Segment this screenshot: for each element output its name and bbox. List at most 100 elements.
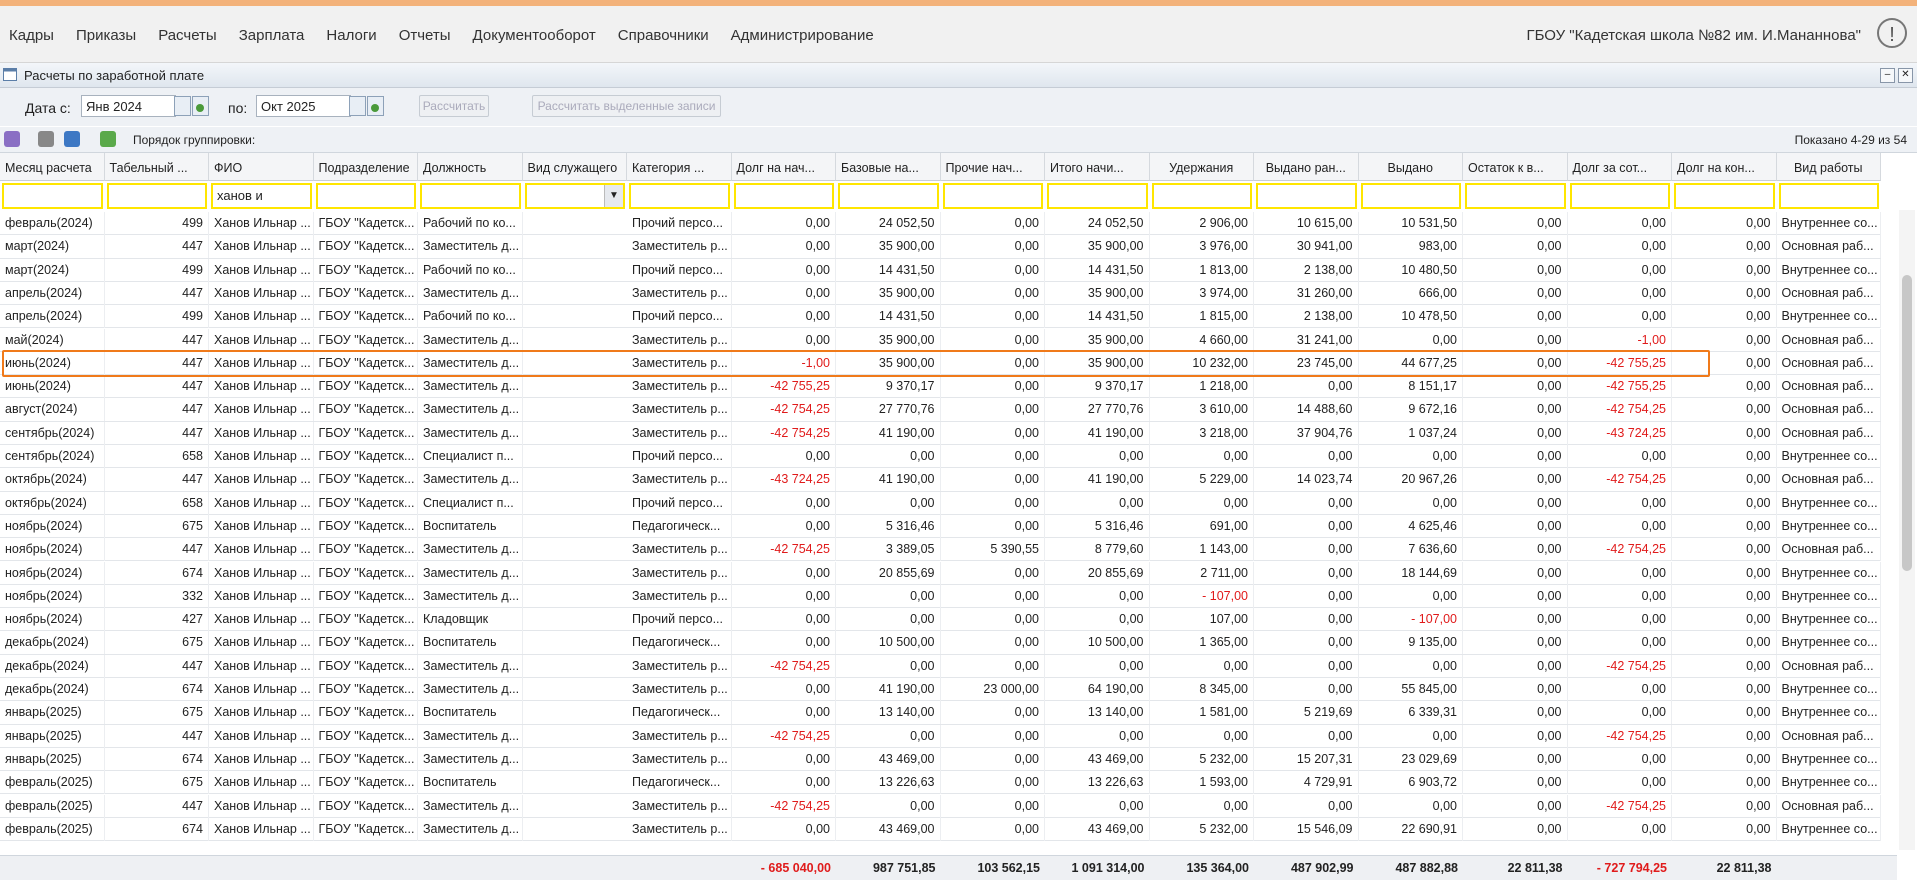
table-row[interactable]: октябрь(2024) 447 Ханов Ильнар ... ГБОУ "Ка… [0, 468, 1881, 492]
column-header[interactable]: Выдано [1358, 153, 1463, 181]
column-filter[interactable] [629, 183, 730, 209]
column-filter[interactable]: ханов и [211, 183, 312, 209]
total-value: 22 811,38 [1507, 861, 1563, 875]
table-row[interactable]: декабрь(2024) 674 Ханов Ильнар ... ГБОУ "Ка… [0, 678, 1881, 702]
table-row[interactable]: январь(2025) 447 Ханов Ильнар ... ГБОУ "Кад… [0, 724, 1881, 748]
table-row[interactable]: июнь(2024) 447 Ханов Ильнар ... ГБОУ "Кадет… [0, 351, 1881, 376]
table-row[interactable]: май(2024) 447 Ханов Ильнар ... ГБОУ "Кадетс… [0, 328, 1881, 352]
column-filter[interactable] [2, 183, 103, 209]
calc-button[interactable]: Рассчитать [419, 95, 489, 117]
table-cell: 22 690,91 [1359, 817, 1463, 841]
menu-item[interactable]: Администрирование [730, 27, 874, 44]
column-filter[interactable] [106, 183, 207, 209]
table-row[interactable]: февраль(2025) 674 Ханов Ильнар ... ГБОУ "Ка… [0, 817, 1881, 842]
date-from-input[interactable]: Янв 2024 [81, 95, 176, 117]
column-header[interactable]: Должность [418, 153, 523, 181]
minimize-button[interactable]: – [1880, 68, 1895, 83]
table-row[interactable]: ноябрь(2024) 332 Ханов Ильнар ... ГБОУ "Кад… [0, 584, 1881, 609]
column-header[interactable]: ФИО [209, 153, 314, 181]
table-row[interactable]: март(2024) 499 Ханов Ильнар ... ГБОУ "Кадет… [0, 258, 1881, 282]
table-cell: 6 903,72 [1359, 771, 1463, 795]
close-button[interactable]: ✕ [1898, 68, 1913, 83]
table-row[interactable]: ноябрь(2024) 675 Ханов Ильнар ... ГБОУ "Кад… [0, 514, 1881, 539]
column-filter[interactable] [1151, 183, 1252, 209]
menu-item[interactable]: Документооборот [472, 27, 596, 44]
date-to-pickers[interactable] [349, 96, 385, 116]
column-filter[interactable] [1569, 183, 1670, 209]
table-row[interactable]: ноябрь(2024) 427 Ханов Ильнар ... ГБОУ "Кад… [0, 608, 1881, 632]
table-row[interactable]: февраль(2025) 675 Ханов Ильнар ... ГБОУ "Ка… [0, 771, 1881, 795]
table-cell: Заместитель р... [627, 561, 732, 585]
menu-item[interactable]: Налоги [326, 27, 377, 44]
column-filter[interactable] [420, 183, 521, 209]
column-header[interactable]: Итого начи... [1045, 153, 1150, 181]
filter-clear-button[interactable] [38, 131, 54, 147]
table-row[interactable]: февраль(2024) 499 Ханов Ильнар ... ГБОУ "Ка… [0, 212, 1881, 236]
table-row[interactable]: март(2024) 447 Ханов Ильнар ... ГБОУ "Кадет… [0, 235, 1881, 259]
menu-item[interactable]: Расчеты [158, 27, 217, 44]
column-filter[interactable] [1465, 183, 1566, 209]
column-header[interactable]: Прочие нач... [940, 153, 1045, 181]
scrollbar-thumb[interactable] [1902, 275, 1912, 571]
column-filter[interactable] [1047, 183, 1148, 209]
refresh-button[interactable] [100, 131, 116, 147]
column-filter[interactable] [1256, 183, 1357, 209]
column-header[interactable]: Табельный ... [104, 153, 209, 181]
menu-item[interactable]: Кадры [9, 27, 54, 44]
date-to-label: по: [228, 100, 248, 116]
menu-item[interactable]: Отчеты [398, 27, 451, 44]
column-filter[interactable] [1778, 183, 1879, 209]
add-button[interactable] [4, 131, 20, 147]
column-header[interactable]: Базовые на... [836, 153, 941, 181]
column-filter[interactable] [315, 183, 416, 209]
table-row[interactable]: январь(2025) 675 Ханов Ильнар ... ГБОУ "Кад… [0, 701, 1881, 725]
table-row[interactable]: ноябрь(2024) 447 Ханов Ильнар ... ГБОУ "Кад… [0, 538, 1881, 562]
column-filter[interactable] [942, 183, 1043, 209]
help-button[interactable]: ! [1877, 18, 1907, 48]
table-row[interactable]: ноябрь(2024) 674 Ханов Ильнар ... ГБОУ "Кад… [0, 561, 1881, 585]
table-row[interactable]: октябрь(2024) 658 Ханов Ильнар ... ГБОУ "Ка… [0, 491, 1881, 515]
menu-item[interactable]: Зарплата [238, 27, 305, 44]
table-cell: 0,00 [1254, 724, 1359, 748]
print-button[interactable] [64, 131, 80, 147]
table-cell: Заместитель д... [418, 421, 523, 445]
table-row[interactable]: июнь(2024) 447 Ханов Ильнар ... ГБОУ "Кадет… [0, 375, 1881, 399]
column-header[interactable]: Вид служащего [522, 153, 627, 181]
column-header[interactable]: Долг на кон... [1672, 153, 1777, 181]
date-to-input[interactable]: Окт 2025 [256, 95, 351, 117]
column-header[interactable]: Категория ... [627, 153, 732, 181]
column-header[interactable]: Долг на нач... [731, 153, 836, 181]
table-cell: Внутреннее со... [1777, 701, 1881, 725]
table-cell: февраль(2025) [0, 794, 105, 818]
column-filter[interactable] [733, 183, 834, 209]
table-row[interactable]: август(2024) 447 Ханов Ильнар ... ГБОУ "Кад… [0, 398, 1881, 422]
table-cell: февраль(2025) [0, 817, 105, 841]
paging-info: Показано 4-29 из 54 [1794, 133, 1907, 147]
date-from-pickers[interactable] [174, 96, 210, 116]
calc-selected-button[interactable]: Рассчитать выделенные записи [532, 95, 721, 117]
column-filter[interactable] [1674, 183, 1775, 209]
menu-item[interactable]: Приказы [75, 27, 137, 44]
column-header[interactable]: Долг за сот... [1567, 153, 1672, 181]
table-row[interactable]: апрель(2024) 499 Ханов Ильнар ... ГБОУ "Кад… [0, 305, 1881, 329]
table-row[interactable]: сентябрь(2024) 447 Ханов Ильнар ... ГБОУ "К… [0, 421, 1881, 445]
table-row[interactable]: февраль(2025) 447 Ханов Ильнар ... ГБОУ "Ка… [0, 794, 1881, 818]
table-row[interactable]: январь(2025) 674 Ханов Ильнар ... ГБОУ "Кад… [0, 747, 1881, 772]
column-header[interactable]: Месяц расчета [0, 153, 105, 181]
table-cell: Ханов Ильнар ... [209, 538, 314, 562]
table-cell: 20 967,26 [1359, 468, 1463, 492]
menu-item[interactable]: Справочники [617, 27, 709, 44]
table-cell: 2 138,00 [1254, 305, 1359, 329]
column-header[interactable]: Удержания [1149, 153, 1254, 181]
column-header[interactable]: Остаток к в... [1463, 153, 1568, 181]
table-row[interactable]: декабрь(2024) 447 Ханов Ильнар ... ГБОУ "Ка… [0, 654, 1881, 678]
table-row[interactable]: декабрь(2024) 675 Ханов Ильнар ... ГБОУ "Ка… [0, 631, 1881, 655]
column-header[interactable]: Выдано ран... [1254, 153, 1359, 181]
column-header[interactable]: Вид работы [1776, 153, 1881, 181]
column-header[interactable]: Подразделение [313, 153, 418, 181]
column-filter[interactable]: ▼ [524, 183, 625, 209]
table-row[interactable]: сентябрь(2024) 658 Ханов Ильнар ... ГБОУ "К… [0, 445, 1881, 469]
column-filter[interactable] [1360, 183, 1461, 209]
table-row[interactable]: апрель(2024) 447 Ханов Ильнар ... ГБОУ "Кад… [0, 281, 1881, 306]
column-filter[interactable] [838, 183, 939, 209]
